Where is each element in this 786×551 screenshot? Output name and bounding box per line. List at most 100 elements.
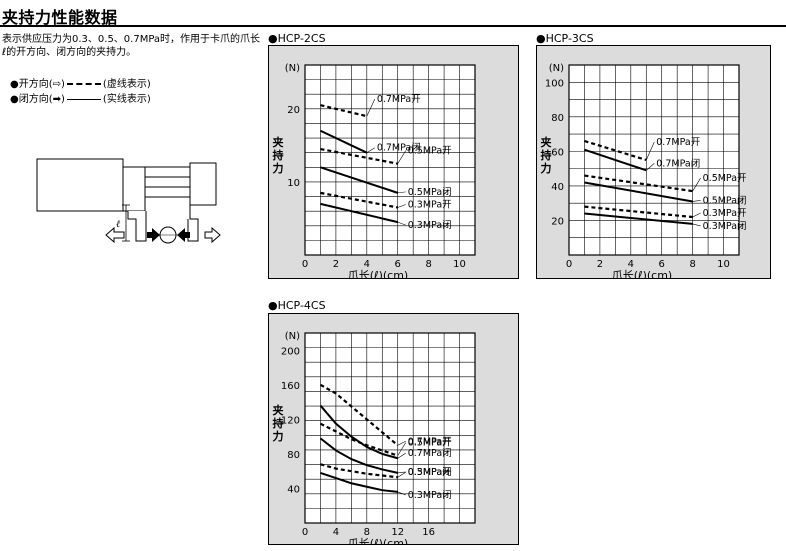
series-line — [584, 174, 693, 193]
series-label: 0.5MPa闭 — [408, 466, 452, 478]
series-line — [320, 202, 398, 224]
y-axis-label-char: 持 — [541, 148, 552, 162]
x-tick-label: 6 — [659, 259, 665, 270]
gripper-diagram: ℓ — [36, 158, 221, 244]
y-axis-label-char: 力 — [541, 161, 552, 175]
x-tick-label: 16 — [422, 527, 435, 538]
y-tick-label: 80 — [551, 113, 564, 124]
series-label: 0.5MPa开 — [703, 173, 747, 184]
series-leader-line — [692, 212, 701, 218]
chart-title-text: HCP-4CS — [277, 299, 326, 312]
x-axis-label: 爪长(ℓ)(cm) — [348, 537, 408, 545]
x-tick-label: 4 — [364, 259, 370, 270]
series-line — [584, 181, 693, 203]
jaw-block — [189, 162, 217, 206]
series-line — [320, 104, 368, 118]
y-unit-label: (N) — [285, 331, 300, 342]
legend-open: ●开方向(⇨) (虚线表示) — [10, 78, 151, 92]
x-tick-label: 2 — [333, 259, 339, 270]
gripper-slide — [122, 166, 146, 212]
x-tick-label: 10 — [717, 259, 730, 270]
gripper-body — [36, 158, 124, 212]
chart-title-text: HCP-2CS — [277, 32, 326, 45]
close-arrow-right-icon — [147, 228, 160, 242]
series-line — [320, 129, 368, 154]
series-leader-line — [646, 163, 655, 171]
series-leader-line — [692, 200, 701, 202]
series-leader-line — [397, 191, 406, 194]
series-leader-line — [397, 221, 406, 226]
series-label: 0.3MPa开 — [408, 467, 452, 478]
series-line — [319, 383, 399, 447]
series-leader-line — [645, 141, 655, 161]
x-tick-label: 8 — [425, 259, 431, 270]
series-leader-line — [397, 471, 406, 478]
series-label: 0.3MPa闭 — [408, 219, 452, 231]
y-tick-label: 200 — [281, 346, 300, 357]
series-label: 0.7MPa闭 — [377, 142, 421, 154]
y-tick-label: 20 — [287, 105, 300, 116]
series-leader-line — [397, 452, 406, 459]
y-axis-label-char: 夹 — [541, 135, 552, 149]
bullet-icon: ● — [10, 79, 19, 90]
legend-open-label: 开方向(⇨) — [18, 79, 65, 90]
series-line — [320, 166, 399, 194]
series-line — [584, 139, 647, 162]
series-leader-line — [397, 471, 406, 474]
series-leader-line — [397, 442, 406, 456]
open-arrow-left-icon — [105, 226, 125, 244]
left-finger — [127, 211, 147, 242]
series-leader-line — [397, 204, 406, 208]
series-line — [584, 212, 693, 225]
series-label: 0.5MPa开 — [408, 438, 452, 449]
y-axis-label-char: 夹 — [273, 403, 284, 417]
x-tick-label: 6 — [395, 259, 401, 270]
series-label: 0.5MPa开 — [408, 146, 452, 157]
y-unit-label: (N) — [285, 63, 300, 74]
description-text: 表示供应压力为0.3、0.5、0.7MPa时，作用于卡爪的爪长ℓ的开方向、闭方向… — [2, 34, 261, 58]
y-axis-label-char: 持 — [273, 148, 284, 162]
plot-area — [568, 64, 740, 256]
y-tick-label: 80 — [287, 450, 300, 461]
y-axis-label-char: 力 — [273, 161, 284, 175]
series-label: 0.5MPa闭 — [408, 186, 452, 198]
x-tick-label: 0 — [566, 259, 572, 270]
chart-title-hcp4cs: ●HCP-4CS — [268, 299, 326, 312]
x-axis-label: 爪长(ℓ)(cm) — [612, 269, 672, 279]
legend-close-style: (实线表示) — [102, 94, 151, 105]
series-leader-line — [692, 223, 701, 227]
series-leader-line — [366, 99, 376, 117]
x-tick-label: 12 — [391, 527, 404, 538]
series-label: 0.7MPa开 — [408, 436, 452, 447]
x-tick-label: 4 — [628, 259, 634, 270]
series-leader-line — [397, 441, 406, 446]
chart-title-hcp3cs: ●HCP-3CS — [536, 32, 594, 45]
series-label: 0.3MPa开 — [408, 200, 452, 211]
bullet-icon: ● — [10, 94, 19, 105]
y-axis-label-char: 持 — [273, 416, 284, 430]
series-line — [320, 471, 398, 493]
series-label: 0.3MPa闭 — [703, 220, 747, 232]
x-tick-label: 10 — [453, 259, 466, 270]
x-tick-label: 0 — [302, 527, 308, 538]
y-tick-label: 100 — [545, 78, 564, 89]
x-tick-label: 8 — [364, 527, 370, 538]
series-label: 0.3MPa闭 — [408, 489, 452, 501]
close-arrow-left-icon — [177, 228, 190, 242]
x-tick-label: 8 — [689, 259, 695, 270]
plot-area — [304, 64, 476, 256]
series-line — [319, 422, 399, 457]
y-tick-label: 20 — [551, 216, 564, 227]
series-label: 0.7MPa开 — [377, 94, 421, 105]
series-label: 0.7MPa闭 — [656, 157, 700, 169]
x-tick-label: 2 — [597, 259, 603, 270]
x-axis-label: 爪长(ℓ)(cm) — [348, 269, 408, 279]
series-label: 0.3MPa开 — [703, 208, 747, 219]
series-leader-line — [366, 147, 375, 153]
y-tick-label: 10 — [287, 178, 300, 189]
series-line — [320, 191, 398, 209]
y-tick-label: 160 — [281, 381, 300, 392]
legend-close: ●闭方向(➡) (实线表示) — [10, 93, 151, 107]
